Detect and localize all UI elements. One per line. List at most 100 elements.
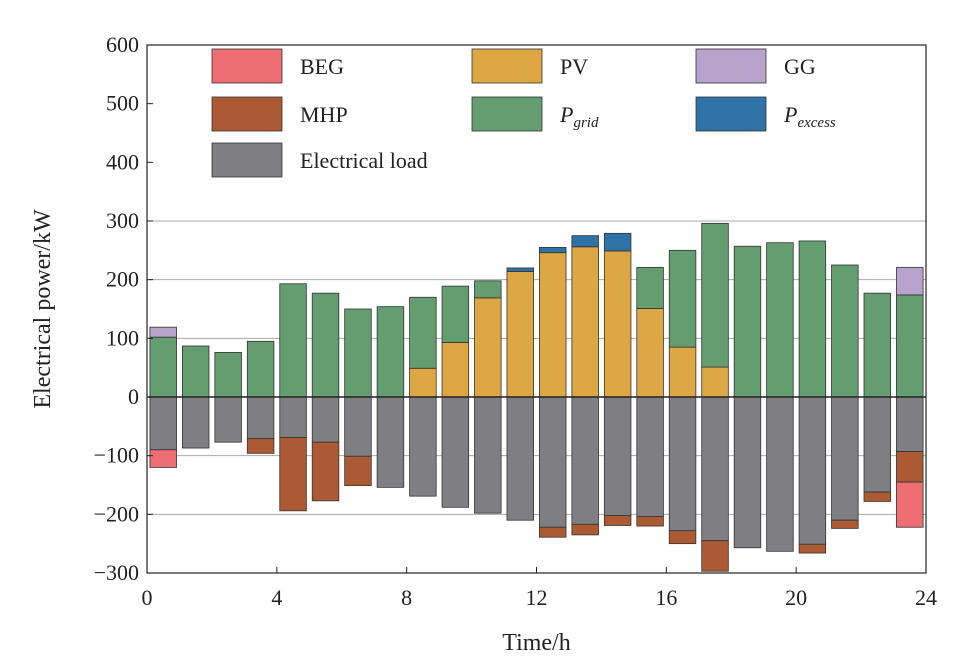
bar-mhp bbox=[863, 491, 892, 502]
bar-grid bbox=[636, 266, 664, 309]
grid-layer bbox=[147, 220, 926, 515]
bar-load bbox=[668, 396, 697, 532]
y-tick-label: 100 bbox=[106, 325, 139, 350]
legend-swatch bbox=[471, 48, 543, 84]
bar-load bbox=[831, 396, 859, 521]
bar-mhp bbox=[701, 540, 729, 572]
bar-grid bbox=[214, 352, 242, 398]
bar-excess bbox=[603, 232, 632, 252]
legend-label: Pexcess bbox=[783, 102, 836, 131]
y-tick-label: −300 bbox=[94, 560, 139, 585]
bar-mhp bbox=[603, 515, 632, 526]
bar-excess bbox=[571, 235, 599, 248]
x-tick-label: 20 bbox=[785, 585, 807, 610]
legend-swatch bbox=[211, 48, 283, 84]
bar-grid bbox=[733, 245, 762, 398]
bar-layer bbox=[149, 222, 924, 572]
bar-mhp bbox=[798, 543, 827, 554]
bar-excess bbox=[506, 267, 534, 272]
bar-load bbox=[636, 396, 664, 518]
bar-load bbox=[246, 396, 275, 440]
bar-load bbox=[506, 396, 534, 521]
bar-pv bbox=[474, 297, 502, 398]
bar-mhp bbox=[896, 451, 924, 483]
bar-load bbox=[311, 396, 340, 443]
bar-grid bbox=[798, 240, 827, 398]
bar-grid bbox=[311, 292, 340, 398]
y-tick-label: 300 bbox=[106, 208, 139, 233]
bar-grid bbox=[474, 280, 502, 299]
bar-load bbox=[214, 396, 242, 443]
bar-mhp bbox=[668, 530, 697, 545]
bar-grid bbox=[344, 308, 372, 398]
bar-grid bbox=[863, 292, 892, 398]
bar-gg bbox=[896, 266, 924, 296]
bar-load bbox=[474, 396, 502, 514]
bar-excess bbox=[539, 246, 567, 254]
y-tick-label: −100 bbox=[94, 443, 139, 468]
legend-label: BEG bbox=[300, 54, 344, 79]
legend-label: PV bbox=[560, 54, 588, 79]
bar-load bbox=[409, 396, 437, 497]
legend-swatch bbox=[695, 96, 767, 132]
bar-gg bbox=[149, 326, 177, 338]
bar-grid bbox=[701, 222, 729, 368]
bar-load bbox=[344, 396, 372, 457]
x-tick-label: 24 bbox=[915, 585, 937, 610]
bar-load bbox=[441, 396, 470, 508]
bar-mhp bbox=[636, 516, 664, 527]
legend-swatch bbox=[211, 142, 283, 178]
bar-load bbox=[539, 396, 567, 528]
bar-mhp bbox=[246, 438, 275, 454]
bar-load bbox=[376, 396, 405, 488]
bar-load bbox=[603, 396, 632, 516]
bar-pv bbox=[668, 346, 697, 398]
bar-mhp bbox=[344, 455, 372, 486]
x-tick-label: 12 bbox=[526, 585, 548, 610]
legend-swatch bbox=[471, 96, 543, 132]
y-tick-label: 600 bbox=[106, 32, 139, 57]
bar-beg bbox=[896, 481, 924, 528]
bar-load bbox=[766, 396, 794, 552]
legend-swatch bbox=[211, 96, 283, 132]
bar-grid bbox=[246, 340, 275, 398]
bar-mhp bbox=[279, 437, 307, 512]
bar-grid bbox=[441, 285, 470, 343]
y-tick-label: 0 bbox=[128, 384, 139, 409]
y-tick-label: 200 bbox=[106, 267, 139, 292]
bar-grid bbox=[149, 336, 177, 398]
axis-layer: −300 −200 −100 0 100 200 300 400 500 600 0 4 8 12 16 20… bbox=[94, 32, 937, 610]
legend-subscript: excess bbox=[797, 115, 835, 131]
bar-grid bbox=[181, 345, 210, 398]
bar-pv bbox=[539, 252, 567, 398]
bar-load bbox=[798, 396, 827, 545]
legend: BEG PV GG MHP Pgrid Pexcess Electrical load bbox=[211, 48, 836, 178]
legend-subscript: grid bbox=[573, 115, 599, 131]
bar-grid bbox=[766, 242, 794, 398]
legend-label: Electrical load bbox=[300, 148, 428, 173]
bar-mhp bbox=[311, 441, 340, 502]
legend-label: Pgrid bbox=[559, 102, 599, 131]
y-axis-title: Electrical power/kW bbox=[30, 209, 56, 409]
bar-grid bbox=[376, 306, 405, 398]
x-tick-label: 4 bbox=[271, 585, 282, 610]
bar-pv bbox=[571, 246, 599, 398]
legend-label: MHP bbox=[300, 102, 348, 127]
bar-beg bbox=[149, 449, 177, 468]
bar-mhp bbox=[831, 519, 859, 529]
bar-mhp bbox=[571, 523, 599, 536]
bar-load bbox=[896, 396, 924, 452]
bar-mhp bbox=[539, 526, 567, 538]
bar-grid bbox=[896, 294, 924, 398]
y-tick-label: 500 bbox=[106, 91, 139, 116]
bar-pv bbox=[409, 367, 437, 398]
bar-pv bbox=[636, 308, 664, 398]
y-tick-label: 400 bbox=[106, 149, 139, 174]
bar-pv bbox=[603, 250, 632, 398]
bar-load bbox=[279, 396, 307, 438]
bar-load bbox=[733, 396, 762, 549]
bar-load bbox=[863, 396, 892, 493]
bar-pv bbox=[701, 366, 729, 398]
bar-grid bbox=[831, 264, 859, 398]
